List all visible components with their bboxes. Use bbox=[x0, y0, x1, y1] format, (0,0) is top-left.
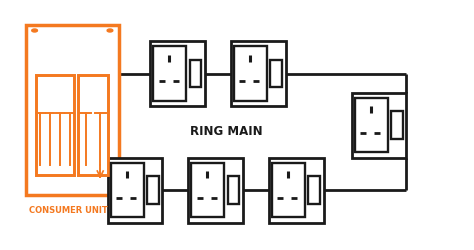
Bar bbox=[36, 75, 74, 175]
Bar bbox=[78, 75, 108, 175]
Bar bbox=[191, 163, 224, 217]
Bar bbox=[154, 46, 186, 101]
Bar bbox=[234, 46, 267, 101]
Bar bbox=[391, 111, 403, 139]
Circle shape bbox=[107, 29, 113, 32]
Bar bbox=[228, 176, 239, 204]
Bar bbox=[231, 41, 285, 106]
Bar bbox=[355, 98, 388, 152]
Text: RING MAIN: RING MAIN bbox=[190, 125, 262, 138]
Bar bbox=[111, 163, 144, 217]
Bar bbox=[151, 41, 205, 106]
Bar bbox=[270, 60, 282, 88]
Bar bbox=[269, 158, 323, 222]
Text: CONSUMER UNIT: CONSUMER UNIT bbox=[29, 206, 108, 215]
Bar bbox=[108, 158, 162, 222]
Bar bbox=[272, 163, 305, 217]
Bar bbox=[308, 176, 320, 204]
Bar bbox=[26, 25, 118, 195]
Bar bbox=[190, 60, 201, 88]
Bar bbox=[189, 158, 243, 222]
Bar bbox=[147, 176, 159, 204]
Circle shape bbox=[32, 29, 37, 32]
Bar bbox=[352, 92, 407, 158]
